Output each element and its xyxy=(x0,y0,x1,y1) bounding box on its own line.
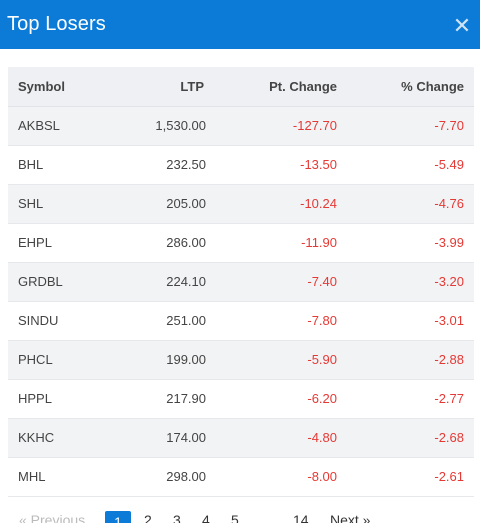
column-header-pt-change[interactable]: Pt. Change xyxy=(206,67,339,107)
table-row[interactable]: SINDU 251.00 -7.80 -3.01 xyxy=(8,301,474,341)
cell-pct-change: -2.61 xyxy=(339,457,474,497)
table-row[interactable]: KKHC 174.00 -4.80 -2.68 xyxy=(8,418,474,458)
cell-ltp: 217.90 xyxy=(118,379,206,419)
modal-title: Top Losers xyxy=(7,13,106,35)
page-link-2[interactable]: 2 xyxy=(144,512,152,523)
cell-pt-change: -7.80 xyxy=(206,301,339,341)
cell-symbol: KKHC xyxy=(8,418,118,458)
cell-pt-change: -7.40 xyxy=(206,262,339,302)
page-link-1[interactable]: 1 xyxy=(105,511,131,523)
previous-page-link[interactable]: « Previous xyxy=(19,512,86,523)
cell-symbol: SINDU xyxy=(8,301,118,341)
cell-ltp: 232.50 xyxy=(118,145,206,185)
cell-pct-change: -2.68 xyxy=(339,418,474,458)
pagination: « Previous 1 2 3 4 5 ... 14 Next » xyxy=(0,509,480,523)
cell-pct-change: -2.88 xyxy=(339,340,474,380)
cell-ltp: 199.00 xyxy=(118,340,206,380)
cell-ltp: 1,530.00 xyxy=(118,106,206,146)
cell-ltp: 298.00 xyxy=(118,457,206,497)
cell-pt-change: -127.70 xyxy=(206,106,339,146)
column-header-pct-change[interactable]: % Change xyxy=(339,67,474,107)
cell-pt-change: -11.90 xyxy=(206,223,339,263)
cell-symbol: AKBSL xyxy=(8,106,118,146)
cell-ltp: 174.00 xyxy=(118,418,206,458)
cell-pt-change: -5.90 xyxy=(206,340,339,380)
table-header-row: Symbol LTP Pt. Change % Change xyxy=(8,67,474,107)
table-row[interactable]: GRDBL 224.10 -7.40 -3.20 xyxy=(8,262,474,302)
top-losers-table: Symbol LTP Pt. Change % Change AKBSL 1,53… xyxy=(8,67,474,497)
cell-symbol: HPPL xyxy=(8,379,118,419)
pagination-ellipsis: ... xyxy=(258,512,270,523)
table-row[interactable]: EHPL 286.00 -11.90 -3.99 xyxy=(8,223,474,263)
page-link-5[interactable]: 5 xyxy=(231,512,239,523)
cell-pct-change: -7.70 xyxy=(339,106,474,146)
table-row[interactable]: MHL 298.00 -8.00 -2.61 xyxy=(8,457,474,497)
cell-ltp: 286.00 xyxy=(118,223,206,263)
cell-ltp: 251.00 xyxy=(118,301,206,341)
cell-pt-change: -8.00 xyxy=(206,457,339,497)
cell-pt-change: -4.80 xyxy=(206,418,339,458)
cell-pct-change: -3.99 xyxy=(339,223,474,263)
next-page-link[interactable]: Next » xyxy=(330,512,371,523)
cell-symbol: PHCL xyxy=(8,340,118,380)
cell-pct-change: -5.49 xyxy=(339,145,474,185)
cell-symbol: SHL xyxy=(8,184,118,224)
table-row[interactable]: HPPL 217.90 -6.20 -2.77 xyxy=(8,379,474,419)
column-header-symbol[interactable]: Symbol xyxy=(8,67,118,107)
cell-pct-change: -3.01 xyxy=(339,301,474,341)
table-row[interactable]: BHL 232.50 -13.50 -5.49 xyxy=(8,145,474,185)
close-icon[interactable]: ✕ xyxy=(452,12,472,38)
cell-symbol: EHPL xyxy=(8,223,118,263)
table-row[interactable]: SHL 205.00 -10.24 -4.76 xyxy=(8,184,474,224)
cell-pt-change: -10.24 xyxy=(206,184,339,224)
table-row[interactable]: PHCL 199.00 -5.90 -2.88 xyxy=(8,340,474,380)
cell-symbol: MHL xyxy=(8,457,118,497)
table-row[interactable]: AKBSL 1,530.00 -127.70 -7.70 xyxy=(8,106,474,146)
page-link-3[interactable]: 3 xyxy=(173,512,181,523)
modal-header: Top Losers ✕ xyxy=(0,0,480,49)
cell-pt-change: -13.50 xyxy=(206,145,339,185)
cell-pct-change: -3.20 xyxy=(339,262,474,302)
cell-pt-change: -6.20 xyxy=(206,379,339,419)
cell-ltp: 224.10 xyxy=(118,262,206,302)
cell-pct-change: -2.77 xyxy=(339,379,474,419)
cell-symbol: GRDBL xyxy=(8,262,118,302)
cell-pct-change: -4.76 xyxy=(339,184,474,224)
column-header-ltp[interactable]: LTP xyxy=(118,67,206,107)
page-link-4[interactable]: 4 xyxy=(202,512,210,523)
cell-ltp: 205.00 xyxy=(118,184,206,224)
cell-symbol: BHL xyxy=(8,145,118,185)
page-link-14[interactable]: 14 xyxy=(293,512,309,523)
